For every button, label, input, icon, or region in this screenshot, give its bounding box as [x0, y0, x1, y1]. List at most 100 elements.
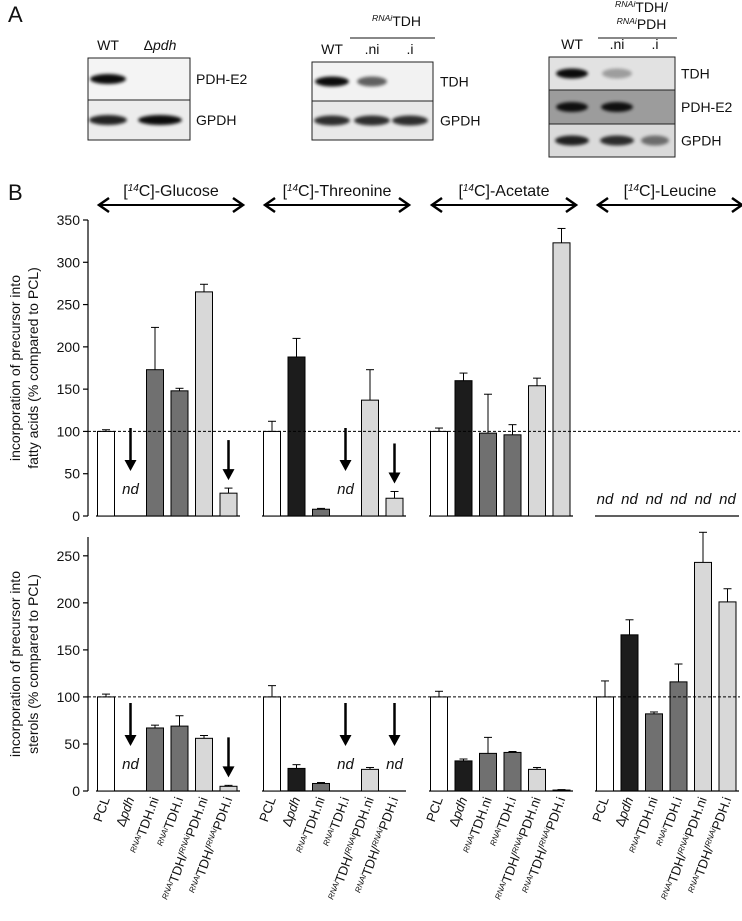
group-title-part: C]-Glucose: [139, 183, 219, 200]
x-tick-label-part: pdh: [115, 795, 137, 821]
x-tick-label-part: PDH.ni: [349, 795, 377, 839]
group-title-part: [: [624, 183, 629, 200]
y-axis-label: fatty acids (% compared to PCL): [25, 267, 41, 469]
arrow-head: [339, 460, 352, 471]
x-tick-label-part: PCL: [90, 795, 113, 824]
lane-label-part: pdh: [152, 37, 177, 53]
group-title-part: 14: [128, 183, 140, 194]
arrow-head: [222, 766, 235, 778]
y-tick-label: 250: [57, 548, 81, 564]
nd-label: nd: [670, 491, 687, 508]
nd-label: nd: [386, 756, 403, 773]
panel-label: A: [8, 2, 23, 27]
x-tick-label-part: TDH.i: [161, 795, 186, 831]
arrow-head: [388, 472, 401, 484]
group-title-part: C]-Threonine: [298, 183, 391, 200]
bar: [146, 369, 164, 517]
bar: [195, 737, 213, 792]
bar: [430, 696, 448, 792]
x-tick-label-part: PCL: [589, 795, 612, 824]
lane-label-part: .i: [407, 41, 414, 57]
bar: [97, 430, 115, 517]
bar: [694, 561, 712, 792]
x-tick-label-part: pdh: [614, 795, 636, 821]
bar: [287, 356, 306, 517]
y-tick-label: 150: [57, 381, 81, 397]
arrow-head: [222, 469, 235, 481]
y-tick-label: 300: [57, 254, 81, 270]
blot-band: [602, 68, 632, 79]
y-axis-label: incorporation of precursor into: [7, 571, 23, 757]
bar: [312, 782, 330, 792]
group-title-part: C]-Leucine: [639, 183, 716, 200]
bar: [479, 752, 497, 792]
bar: [552, 242, 571, 517]
y-tick-label: 100: [57, 689, 81, 705]
blot-row-label: GPDH: [440, 113, 480, 129]
lane-label-part: WT: [97, 37, 119, 53]
bar: [219, 785, 238, 792]
arrow-head: [339, 735, 352, 746]
y-axis-label: sterols (% compared to PCL): [25, 574, 41, 754]
lane-label-part: .ni: [610, 36, 625, 52]
group-title-part: 14: [463, 183, 475, 194]
nd-label: nd: [621, 491, 638, 508]
group-arrow-head: [262, 196, 276, 214]
bar: [503, 434, 522, 517]
lane-label: .i: [652, 36, 659, 52]
bar: [552, 789, 571, 792]
blot-header-part: RNAi: [617, 16, 638, 26]
x-tick-label-part: PDH.i: [210, 795, 236, 832]
blot-row-label: TDH: [681, 66, 710, 82]
group-title: [14C]-Leucine: [624, 183, 717, 201]
bar: [620, 634, 639, 792]
group-title-part: C]-Acetate: [474, 183, 550, 200]
blot-header-part: TDH/: [635, 0, 668, 15]
x-tick-label: Δpdh: [612, 795, 636, 829]
lane-label-part: WT: [321, 41, 343, 57]
x-tick-label-part: PCL: [423, 795, 446, 824]
x-tick-label: PCL: [423, 795, 446, 824]
x-tick-label-part: TDH.ni: [467, 795, 495, 838]
nd-label: nd: [646, 491, 663, 508]
x-tick-label-part: pdh: [448, 795, 470, 821]
panel-label: B: [8, 180, 23, 205]
y-tick-label: 0: [72, 508, 80, 524]
lane-label: WT: [321, 41, 343, 57]
blot-band: [90, 74, 126, 84]
blot-band: [315, 76, 349, 87]
x-tick-label-part: PDH.ni: [516, 795, 544, 839]
nd-label: nd: [122, 481, 139, 498]
blot-band: [555, 135, 589, 146]
blot-band: [314, 115, 350, 126]
x-tick-label-part: TDH.ni: [134, 795, 162, 838]
y-tick-label: 50: [64, 466, 80, 482]
x-tick-label-part: TDH.i: [660, 795, 685, 831]
bar: [170, 390, 189, 517]
bar: [361, 399, 379, 517]
blot-header-part: TDH: [392, 13, 421, 29]
x-tick-label: Δpdh: [113, 795, 137, 829]
bar: [454, 760, 473, 792]
bar: [669, 681, 688, 792]
bar: [454, 380, 473, 517]
blot-header: RNAiPDH: [617, 16, 667, 32]
x-tick-label: PCL: [589, 795, 612, 824]
bar: [528, 768, 546, 792]
arrow-head: [124, 735, 137, 746]
x-tick-label-part: TDH/: [665, 851, 690, 885]
blot-header-part: RNAi: [615, 0, 636, 9]
y-tick-label: 100: [57, 423, 81, 439]
nd-label: nd: [337, 481, 354, 498]
x-tick-label-part: PCL: [256, 795, 279, 824]
bar: [645, 713, 663, 792]
x-tick-label: PCL: [90, 795, 113, 824]
bar: [528, 385, 546, 517]
bar: [263, 696, 281, 792]
x-tick-label-part: PDH.ni: [682, 795, 710, 839]
lane-label-part: .i: [652, 36, 659, 52]
x-tick-label-part: TDH/: [499, 851, 524, 885]
y-tick-label: 0: [72, 783, 80, 799]
lane-label: .ni: [365, 41, 380, 57]
